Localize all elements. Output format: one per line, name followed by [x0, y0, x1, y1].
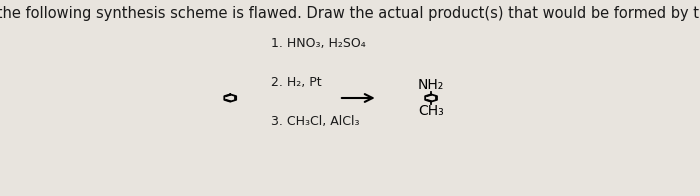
Text: 2. H₂, Pt: 2. H₂, Pt — [271, 76, 321, 89]
Text: 3. CH₃Cl, AlCl₃: 3. CH₃Cl, AlCl₃ — [271, 115, 359, 128]
Text: As written, the following synthesis scheme is flawed. Draw the actual product(s): As written, the following synthesis sche… — [0, 6, 700, 21]
Text: NH₂: NH₂ — [418, 78, 444, 92]
Text: 1. HNO₃, H₂SO₄: 1. HNO₃, H₂SO₄ — [271, 37, 365, 50]
Text: CH₃: CH₃ — [418, 104, 444, 118]
